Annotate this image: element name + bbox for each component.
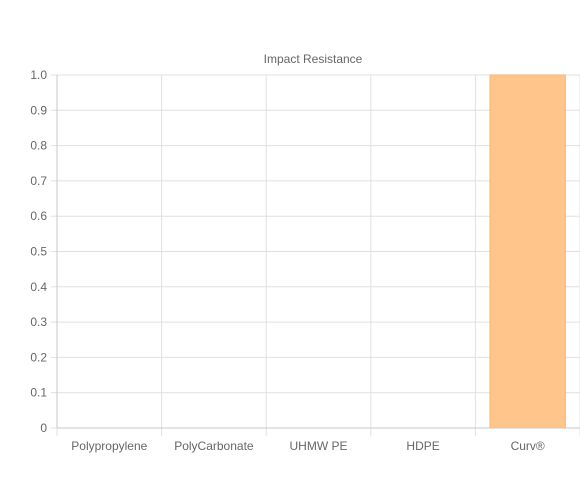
y-tick-label: 0.6 xyxy=(30,209,47,223)
y-tick-label: 0.3 xyxy=(30,315,47,329)
y-tick-label: 1.0 xyxy=(30,68,47,82)
y-tick-label: 0.4 xyxy=(30,280,47,294)
axes xyxy=(56,75,580,429)
chart-title: Impact Resistance xyxy=(264,52,363,66)
y-tick-label: 0.9 xyxy=(30,103,47,117)
y-tick-label: 0.1 xyxy=(30,386,47,400)
y-tick-label: 0.8 xyxy=(30,139,47,153)
x-tick-label: HDPE xyxy=(406,439,439,453)
y-tick-labels: 0 0.1 0.2 0.3 0.4 0.5 0.6 0.7 0.8 0.9 1.0 xyxy=(30,68,47,435)
y-tick-label: 0.5 xyxy=(30,245,47,259)
y-tick-label: 0.2 xyxy=(30,350,47,364)
x-tick-label: Curv® xyxy=(511,439,545,453)
x-tick-labels: Polypropylene PolyCarbonate UHMW PE HDPE Cur… xyxy=(71,439,545,453)
bars xyxy=(489,74,566,429)
y-tick-label: 0 xyxy=(40,421,47,435)
y-tick-label: 0.7 xyxy=(30,174,47,188)
x-tick-label: PolyCarbonate xyxy=(174,439,254,453)
x-tick-label: Polypropylene xyxy=(71,439,147,453)
x-tick-label: UHMW PE xyxy=(290,439,348,453)
bar xyxy=(489,74,566,429)
